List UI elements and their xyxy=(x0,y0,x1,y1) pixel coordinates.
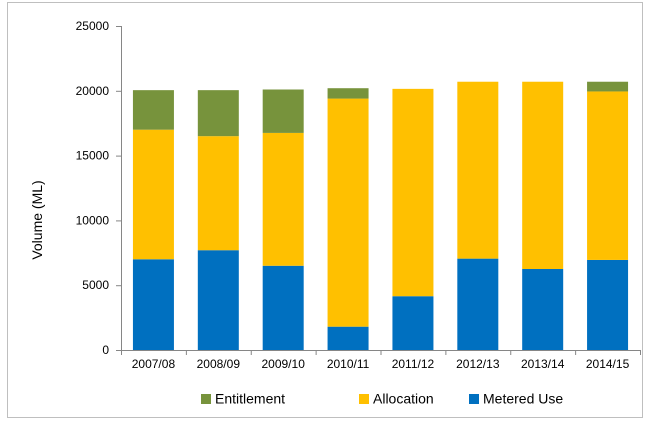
y-tick-label: 15000 xyxy=(76,149,110,163)
bar-allocation xyxy=(327,98,369,327)
y-tick-label: 5000 xyxy=(82,278,109,292)
bar-metered-use xyxy=(327,326,369,350)
x-tick-label: 2009/10 xyxy=(261,357,305,371)
x-tick-label: 2013/14 xyxy=(521,357,565,371)
bar-metered-use xyxy=(132,259,174,350)
x-tick-label: 2007/08 xyxy=(132,357,176,371)
bar-allocation xyxy=(392,88,434,297)
x-tick-label: 2014/15 xyxy=(586,357,630,371)
legend-label: Allocation xyxy=(373,391,434,407)
bar-entitlement xyxy=(587,81,629,92)
legend: Entitlement Allocation Metered Use xyxy=(201,391,563,407)
bars-group xyxy=(132,81,629,350)
bar-metered-use xyxy=(522,269,564,350)
bar-entitlement xyxy=(262,89,304,133)
legend-swatch xyxy=(469,394,479,404)
x-tick-label: 2008/09 xyxy=(197,357,241,371)
legend-swatch xyxy=(201,394,211,404)
x-tick-label: 2010/11 xyxy=(327,357,370,371)
x-tick-label: 2011/12 xyxy=(392,357,435,371)
bar-allocation xyxy=(197,136,239,251)
x-tick-label: 2012/13 xyxy=(456,357,500,371)
y-axis-title: Volume (ML) xyxy=(29,180,45,259)
legend-swatch xyxy=(359,394,369,404)
legend-label: Entitlement xyxy=(215,391,285,407)
legend-label: Metered Use xyxy=(483,391,563,407)
y-tick-label: 10000 xyxy=(76,213,110,227)
bar-metered-use xyxy=(457,258,499,350)
bar-entitlement xyxy=(327,88,369,99)
y-tick-label: 20000 xyxy=(76,84,110,98)
bar-allocation xyxy=(587,91,629,260)
bar-metered-use xyxy=(262,265,304,350)
y-axis-ticks: 0 5000 10000 15000 20000 25000 xyxy=(76,19,121,357)
bar-metered-use xyxy=(587,259,629,350)
bar-allocation xyxy=(457,81,499,259)
bar-metered-use xyxy=(392,296,434,350)
bar-entitlement xyxy=(197,90,239,137)
bar-allocation xyxy=(522,81,564,269)
y-tick-label: 0 xyxy=(102,343,109,357)
x-axis-ticks: 2007/08 2008/09 2009/10 2010/11 2011/12 2012/… xyxy=(121,350,641,371)
y-tick-label: 25000 xyxy=(76,19,110,33)
bar-entitlement xyxy=(132,90,174,130)
bar-allocation xyxy=(262,132,304,266)
bar-allocation xyxy=(132,129,174,260)
bar-metered-use xyxy=(197,250,239,350)
